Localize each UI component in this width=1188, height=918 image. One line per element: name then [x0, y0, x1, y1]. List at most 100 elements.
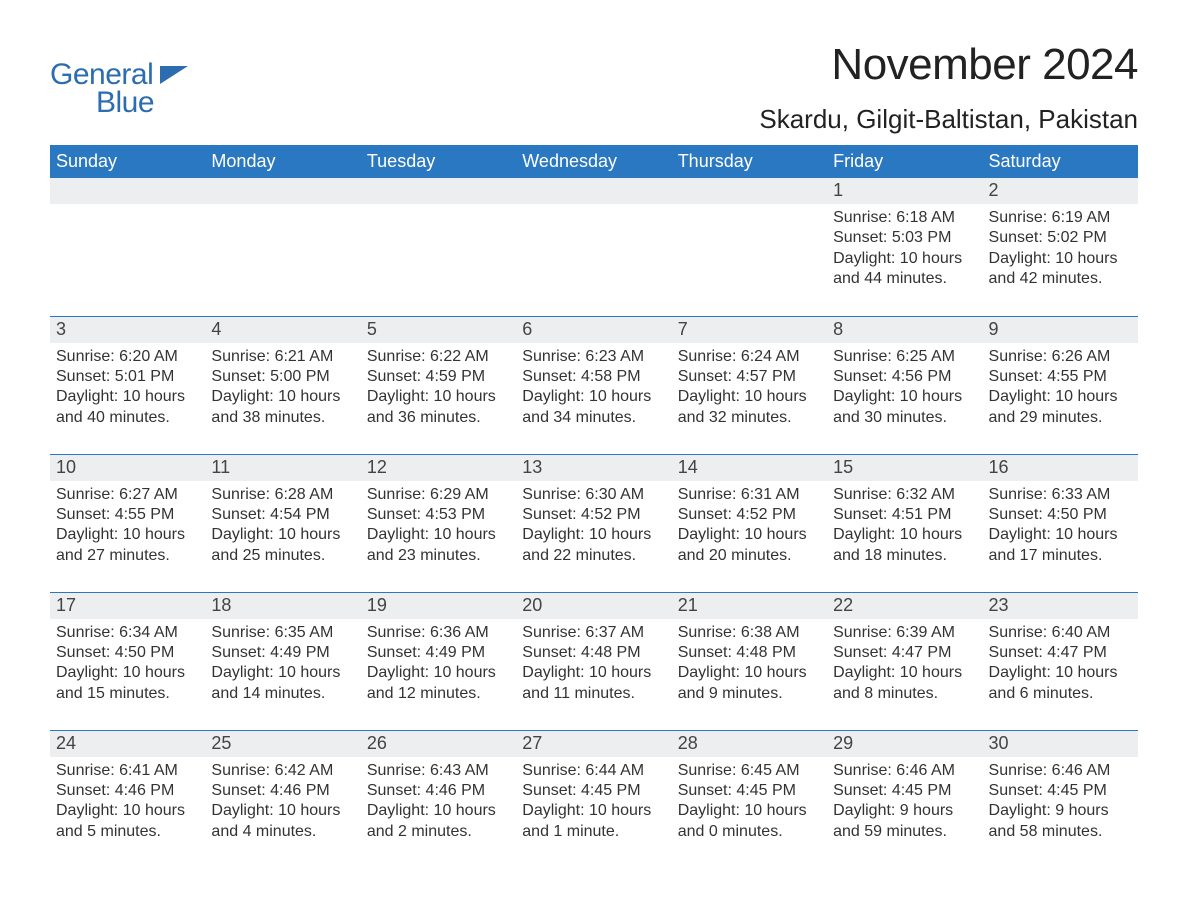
day-details: Sunrise: 6:44 AMSunset: 4:45 PMDaylight:… [516, 757, 671, 845]
sunset-line: Sunset: 5:01 PM [56, 367, 199, 387]
day-number: 29 [827, 731, 982, 757]
day-details: Sunrise: 6:24 AMSunset: 4:57 PMDaylight:… [672, 343, 827, 431]
day-details: Sunrise: 6:42 AMSunset: 4:46 PMDaylight:… [205, 757, 360, 845]
day-details: Sunrise: 6:19 AMSunset: 5:02 PMDaylight:… [983, 204, 1138, 292]
sunrise-line: Sunrise: 6:33 AM [989, 485, 1132, 505]
day-number [50, 178, 205, 204]
sunset-line: Sunset: 4:47 PM [989, 643, 1132, 663]
day-number: 24 [50, 731, 205, 757]
day-number: 25 [205, 731, 360, 757]
day-details: Sunrise: 6:21 AMSunset: 5:00 PMDaylight:… [205, 343, 360, 431]
day-details: Sunrise: 6:46 AMSunset: 4:45 PMDaylight:… [827, 757, 982, 845]
calendar-day: 18Sunrise: 6:35 AMSunset: 4:49 PMDayligh… [205, 592, 360, 730]
daylight-line: Daylight: 10 hours and 5 minutes. [56, 801, 199, 842]
sunset-line: Sunset: 4:45 PM [522, 781, 665, 801]
month-title: November 2024 [759, 40, 1138, 90]
sunset-line: Sunset: 4:49 PM [367, 643, 510, 663]
calendar-day: 19Sunrise: 6:36 AMSunset: 4:49 PMDayligh… [361, 592, 516, 730]
sunrise-line: Sunrise: 6:37 AM [522, 623, 665, 643]
sunset-line: Sunset: 4:57 PM [678, 367, 821, 387]
day-number: 1 [827, 178, 982, 204]
daylight-line: Daylight: 10 hours and 32 minutes. [678, 387, 821, 428]
calendar-week: 17Sunrise: 6:34 AMSunset: 4:50 PMDayligh… [50, 592, 1138, 730]
daylight-line: Daylight: 10 hours and 42 minutes. [989, 249, 1132, 290]
day-number: 23 [983, 593, 1138, 619]
day-number: 15 [827, 455, 982, 481]
sunset-line: Sunset: 4:53 PM [367, 505, 510, 525]
logo: General Blue [50, 40, 188, 120]
calendar-week: 3Sunrise: 6:20 AMSunset: 5:01 PMDaylight… [50, 316, 1138, 454]
day-details: Sunrise: 6:36 AMSunset: 4:49 PMDaylight:… [361, 619, 516, 707]
day-details: Sunrise: 6:41 AMSunset: 4:46 PMDaylight:… [50, 757, 205, 845]
sunset-line: Sunset: 4:59 PM [367, 367, 510, 387]
calendar-week: 24Sunrise: 6:41 AMSunset: 4:46 PMDayligh… [50, 730, 1138, 868]
sunrise-line: Sunrise: 6:46 AM [989, 761, 1132, 781]
daylight-line: Daylight: 9 hours and 58 minutes. [989, 801, 1132, 842]
calendar-day: 4Sunrise: 6:21 AMSunset: 5:00 PMDaylight… [205, 316, 360, 454]
day-number: 21 [672, 593, 827, 619]
sunrise-line: Sunrise: 6:22 AM [367, 347, 510, 367]
daylight-line: Daylight: 10 hours and 22 minutes. [522, 525, 665, 566]
sunrise-line: Sunrise: 6:40 AM [989, 623, 1132, 643]
day-number: 11 [205, 455, 360, 481]
weekday-header: Wednesday [516, 145, 671, 178]
day-number: 28 [672, 731, 827, 757]
sunset-line: Sunset: 4:50 PM [989, 505, 1132, 525]
day-number: 6 [516, 317, 671, 343]
day-details: Sunrise: 6:43 AMSunset: 4:46 PMDaylight:… [361, 757, 516, 845]
sunset-line: Sunset: 4:46 PM [56, 781, 199, 801]
day-details: Sunrise: 6:38 AMSunset: 4:48 PMDaylight:… [672, 619, 827, 707]
sunset-line: Sunset: 5:02 PM [989, 228, 1132, 248]
calendar-day: 1Sunrise: 6:18 AMSunset: 5:03 PMDaylight… [827, 178, 982, 316]
day-details: Sunrise: 6:37 AMSunset: 4:48 PMDaylight:… [516, 619, 671, 707]
daylight-line: Daylight: 10 hours and 14 minutes. [211, 663, 354, 704]
day-number: 17 [50, 593, 205, 619]
sunrise-line: Sunrise: 6:29 AM [367, 485, 510, 505]
sunrise-line: Sunrise: 6:39 AM [833, 623, 976, 643]
day-details: Sunrise: 6:40 AMSunset: 4:47 PMDaylight:… [983, 619, 1138, 707]
daylight-line: Daylight: 10 hours and 9 minutes. [678, 663, 821, 704]
weekday-header: Monday [205, 145, 360, 178]
day-details: Sunrise: 6:29 AMSunset: 4:53 PMDaylight:… [361, 481, 516, 569]
calendar-day: 9Sunrise: 6:26 AMSunset: 4:55 PMDaylight… [983, 316, 1138, 454]
daylight-line: Daylight: 10 hours and 11 minutes. [522, 663, 665, 704]
daylight-line: Daylight: 9 hours and 59 minutes. [833, 801, 976, 842]
day-number: 30 [983, 731, 1138, 757]
sunset-line: Sunset: 5:03 PM [833, 228, 976, 248]
calendar-day: 5Sunrise: 6:22 AMSunset: 4:59 PMDaylight… [361, 316, 516, 454]
sunrise-line: Sunrise: 6:34 AM [56, 623, 199, 643]
day-details: Sunrise: 6:23 AMSunset: 4:58 PMDaylight:… [516, 343, 671, 431]
calendar-day: 26Sunrise: 6:43 AMSunset: 4:46 PMDayligh… [361, 730, 516, 868]
day-details: Sunrise: 6:20 AMSunset: 5:01 PMDaylight:… [50, 343, 205, 431]
day-number: 27 [516, 731, 671, 757]
sunset-line: Sunset: 4:45 PM [678, 781, 821, 801]
calendar-week: 1 Sunrise: 6:18 AMSunset: 5:03 PM Daylight… [50, 178, 1138, 316]
daylight-line: Daylight: 10 hours and 40 minutes. [56, 387, 199, 428]
calendar-table: SundayMondayTuesdayWednesdayThursdayFrid… [50, 145, 1138, 868]
calendar-day: 8Sunrise: 6:25 AMSunset: 4:56 PMDaylight… [827, 316, 982, 454]
sunset-line: Sunset: 4:45 PM [833, 781, 976, 801]
daylight-line: Daylight: 10 hours and 36 minutes. [367, 387, 510, 428]
sunset-line: Sunset: 4:46 PM [211, 781, 354, 801]
calendar-day: 20Sunrise: 6:37 AMSunset: 4:48 PMDayligh… [516, 592, 671, 730]
sunset-line: Sunset: 4:54 PM [211, 505, 354, 525]
daylight-line: Daylight: 10 hours and 30 minutes. [833, 387, 976, 428]
daylight-line: Daylight: 10 hours and 27 minutes. [56, 525, 199, 566]
day-details: Sunrise: 6:30 AMSunset: 4:52 PMDaylight:… [516, 481, 671, 569]
daylight-line: Daylight: 10 hours and 0 minutes. [678, 801, 821, 842]
sunset-line: Sunset: 4:55 PM [56, 505, 199, 525]
sunrise-line: Sunrise: 6:42 AM [211, 761, 354, 781]
calendar-empty [672, 178, 827, 316]
daylight-line: Daylight: 10 hours and 34 minutes. [522, 387, 665, 428]
daylight-line: Daylight: 10 hours and 25 minutes. [211, 525, 354, 566]
day-number: 12 [361, 455, 516, 481]
calendar-day: 11 Sunrise: 6:28 AMSunset: 4:54 PMDayligh… [205, 454, 360, 592]
daylight-line: Daylight: 10 hours and 12 minutes. [367, 663, 510, 704]
day-details: Sunrise: 6:39 AMSunset: 4:47 PMDaylight:… [827, 619, 982, 707]
sunrise-line: Sunrise: 6:18 AM [833, 208, 976, 228]
day-number [205, 178, 360, 204]
calendar-head: SundayMondayTuesdayWednesdayThursdayFrid… [50, 145, 1138, 178]
sunrise-line: Sunrise: 6:28 AM [211, 485, 354, 505]
day-number: 22 [827, 593, 982, 619]
calendar-day: 3Sunrise: 6:20 AMSunset: 5:01 PMDaylight… [50, 316, 205, 454]
